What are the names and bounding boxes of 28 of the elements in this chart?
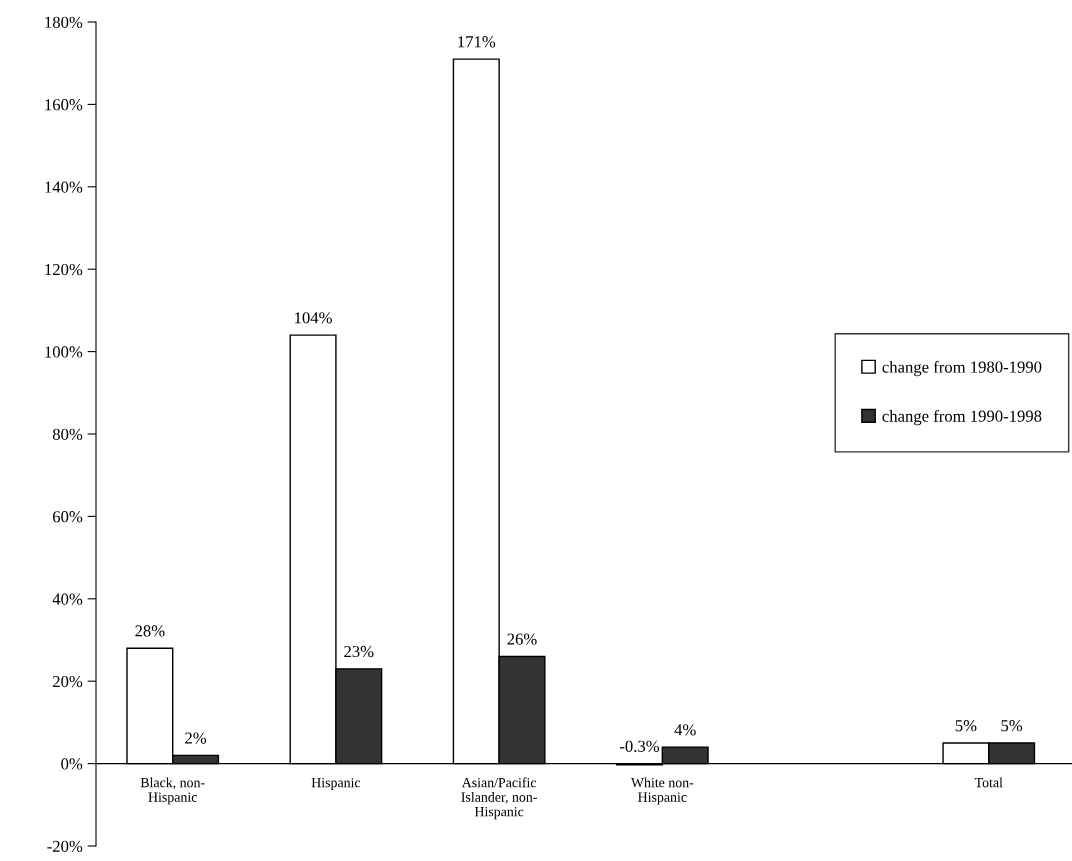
x-tick-label: Asian/Pacific Islander, non- Hispanic <box>461 777 537 820</box>
y-tick-label: 40% <box>52 593 83 605</box>
data-label: 26% <box>507 633 537 645</box>
y-tick-label: 20% <box>52 675 83 688</box>
legend-label: change from 1990-1998 <box>882 409 1042 426</box>
data-label: 2% <box>185 732 207 744</box>
data-label: 23% <box>344 645 374 658</box>
y-tick-label: 100% <box>45 346 83 358</box>
y-tick-label: 160% <box>45 99 83 111</box>
data-label: 28% <box>135 625 165 637</box>
y-tick-label: 180% <box>45 16 83 28</box>
data-label: 5% <box>955 720 977 732</box>
y-tick-label: 140% <box>45 181 83 193</box>
legend-label: change from 1980-1990 <box>882 360 1042 377</box>
data-label: 5% <box>1001 720 1023 732</box>
x-tick-label: Total <box>974 777 1003 788</box>
y-tick-label: 80% <box>52 428 83 440</box>
data-label: -0.3% <box>619 740 660 752</box>
data-label: 104% <box>295 312 332 324</box>
x-tick-label: Black, non- Hispanic <box>140 777 205 805</box>
x-tick-label: Hispanic <box>311 777 361 791</box>
y-tick-label: 0% <box>61 758 83 770</box>
y-tick-label: 60% <box>52 511 83 523</box>
data-label: 171% <box>458 36 496 48</box>
y-tick-label: -20% <box>47 840 83 852</box>
x-tick-label: White non- Hispanic <box>630 777 694 805</box>
data-label: 4% <box>674 724 696 736</box>
y-tick-label: 120% <box>45 263 83 276</box>
